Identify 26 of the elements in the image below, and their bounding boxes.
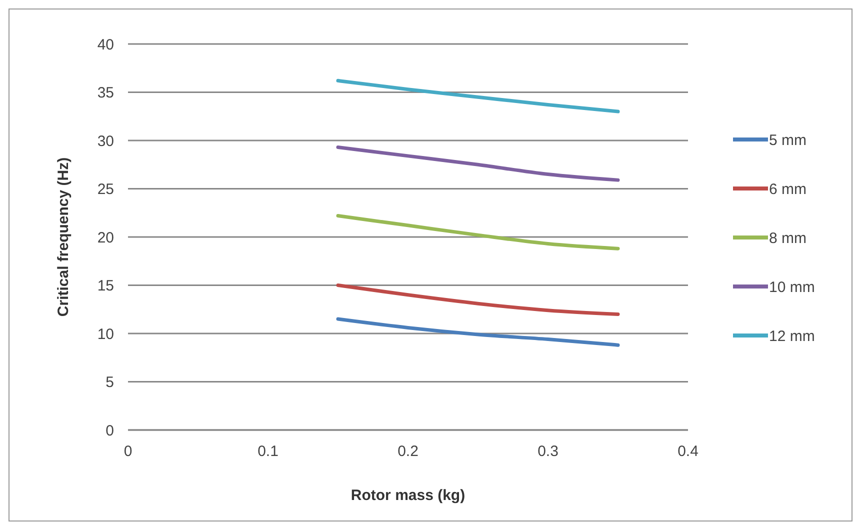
legend-label: 12 mm	[769, 328, 815, 345]
y-tick-label: 10	[97, 326, 114, 343]
y-tick-label: 20	[97, 229, 114, 246]
y-tick-label: 25	[97, 181, 114, 198]
y-tick-label: 30	[97, 132, 114, 150]
line-series	[336, 146, 620, 182]
x-axis-title: Rotor mass (kg)	[350, 487, 466, 504]
line-series	[336, 214, 620, 250]
line-series	[336, 317, 620, 347]
legend-label: 8 mm	[769, 230, 806, 247]
line-series	[336, 78, 620, 114]
legend-label: 10 mm	[769, 278, 815, 296]
y-tick-label: 35	[97, 84, 114, 102]
x-tick-label: 0.1	[258, 443, 278, 460]
y-axis-title: Critical frequency (Hz)	[55, 157, 72, 317]
y-tick-label: 40	[97, 36, 114, 54]
y-tick-label: 15	[97, 278, 114, 294]
x-tick-label: 0.2	[398, 443, 418, 460]
x-tick-label: 0.4	[678, 443, 698, 460]
line-series	[336, 284, 620, 316]
legend-label: 5 mm	[769, 132, 806, 149]
x-tick-label: 0	[124, 443, 132, 460]
y-tick-label: 0	[106, 422, 114, 440]
x-tick-label: 0.3	[538, 443, 558, 460]
legend-label: 6 mm	[769, 180, 806, 198]
y-tick-label: 5	[106, 374, 114, 391]
